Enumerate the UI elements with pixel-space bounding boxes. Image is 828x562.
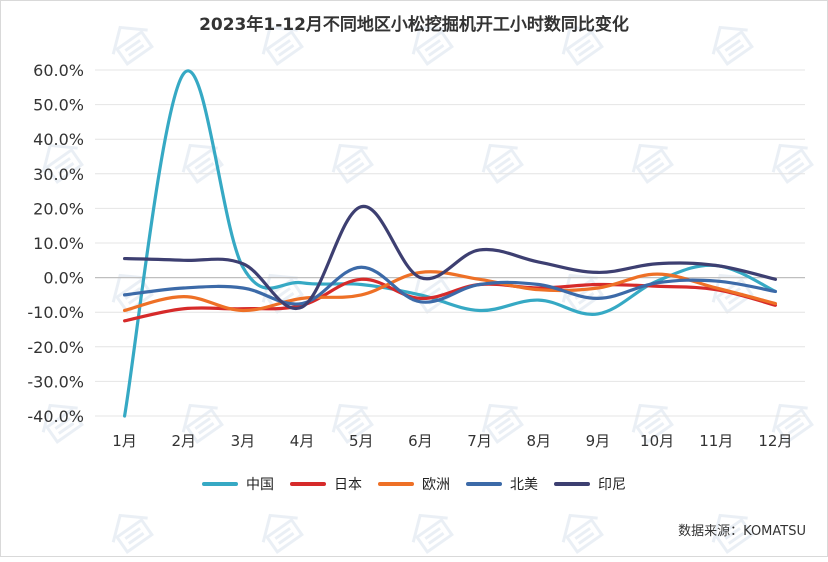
legend-label: 中国 — [246, 477, 274, 493]
y-tick-label: 60.0% — [33, 61, 84, 80]
x-axis-ticks: 1月 2月 3月 4月 5月 6月 7月 8月 9月 10月 11月 12月 — [112, 432, 792, 450]
legend-swatch — [554, 482, 590, 486]
source-note: 数据来源：KOMATSU — [678, 524, 806, 539]
legend-item: 日本 — [290, 474, 362, 494]
x-tick-label: 9月 — [586, 432, 611, 450]
series-line-5 — [122, 205, 778, 311]
y-tick-label: -40.0% — [27, 407, 84, 426]
legend-swatch — [378, 482, 414, 486]
x-tick-label: 11月 — [699, 432, 733, 450]
y-tick-label: 30.0% — [33, 165, 84, 184]
y-tick-label: -30.0% — [27, 372, 84, 391]
x-tick-label: 2月 — [171, 432, 196, 450]
gridlines — [95, 69, 805, 417]
x-tick-label: 7月 — [467, 432, 492, 450]
legend-label: 欧洲 — [422, 477, 450, 493]
x-tick-label: 1月 — [112, 432, 137, 450]
x-tick-label: 6月 — [408, 432, 433, 450]
y-tick-label: 50.0% — [33, 96, 84, 115]
x-tick-label: 5月 — [349, 432, 374, 450]
legend-label: 日本 — [334, 477, 362, 493]
y-axis-ticks: 60.0% 50.0% 40.0% 30.0% 20.0% 10.0% 0.0% -10.0%… — [27, 61, 84, 426]
legend-swatch — [202, 482, 238, 486]
x-tick-label: 8月 — [526, 432, 551, 450]
legend-label: 北美 — [510, 477, 538, 493]
series-lines — [122, 69, 778, 418]
x-tick-label: 10月 — [640, 432, 674, 450]
x-tick-label: 3月 — [231, 432, 256, 450]
y-tick-label: -10.0% — [27, 303, 84, 322]
series-line-4 — [122, 265, 778, 306]
x-tick-label: 12月 — [758, 432, 792, 450]
y-tick-label: 0.0% — [43, 269, 84, 288]
y-tick-label: -20.0% — [27, 338, 84, 357]
legend-item: 印尼 — [554, 474, 626, 494]
y-tick-label: 20.0% — [33, 199, 84, 218]
legend-swatch — [290, 482, 326, 486]
x-tick-label: 4月 — [290, 432, 315, 450]
legend-item: 北美 — [466, 474, 538, 494]
chart-title: 2023年1-12月不同地区小松挖掘机开工小时数同比变化 — [199, 15, 629, 35]
y-tick-label: 10.0% — [33, 234, 84, 253]
legend-item: 中国 — [202, 474, 274, 494]
y-tick-label: 40.0% — [33, 130, 84, 149]
legend-swatch — [466, 482, 502, 486]
legend-item: 欧洲 — [378, 474, 450, 494]
legend-label: 印尼 — [598, 477, 626, 493]
legend: 中国 日本 欧洲 北美 印尼 — [0, 474, 828, 494]
series-line-3 — [122, 270, 778, 313]
